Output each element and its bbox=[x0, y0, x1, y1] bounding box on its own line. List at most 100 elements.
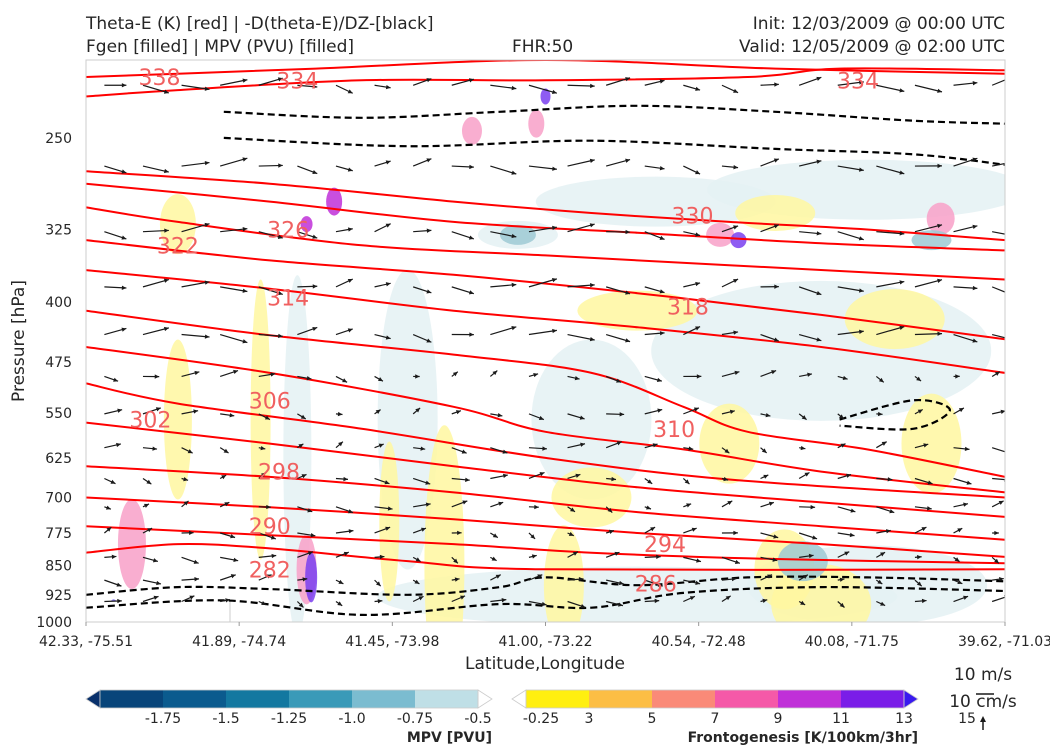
wind-vector-head bbox=[734, 559, 740, 564]
wind-vector-head bbox=[530, 534, 536, 539]
wind-vector-head bbox=[972, 285, 978, 291]
wind-vector bbox=[876, 280, 905, 288]
y-tick-label: 775 bbox=[45, 526, 72, 542]
wind-vector bbox=[567, 84, 595, 87]
wind-vector-head bbox=[121, 327, 127, 332]
wind-vector-head bbox=[183, 477, 189, 482]
wind-vector-head bbox=[994, 530, 999, 536]
wind-vector-head bbox=[143, 503, 149, 508]
y-tick-label: 1000 bbox=[36, 615, 72, 631]
wind-vector-head bbox=[426, 228, 432, 233]
wind-vector-head bbox=[885, 529, 891, 534]
wind-vector-head bbox=[347, 328, 353, 333]
colorbar-segment bbox=[289, 690, 353, 708]
wind-vectors bbox=[103, 76, 1012, 609]
colorbar-title: Frontogenesis [K/100km/3hr] bbox=[688, 730, 918, 746]
wind-vector-head bbox=[899, 325, 905, 330]
wind-vector-head bbox=[625, 229, 631, 235]
colorbar-segment bbox=[652, 690, 716, 708]
colorbar-tick-label: 11 bbox=[832, 711, 850, 727]
wind-vector-head bbox=[106, 527, 112, 532]
wind-vector-head bbox=[611, 476, 617, 482]
wind-vector-head bbox=[270, 372, 276, 377]
wind-vector-head bbox=[492, 370, 498, 376]
wind-vector-head bbox=[625, 158, 631, 163]
wind-vector-head bbox=[469, 164, 474, 170]
wind-vector bbox=[876, 326, 905, 336]
wind-vector bbox=[528, 329, 557, 336]
wind-vector-head bbox=[858, 236, 864, 241]
x-tick-label: 40.08, -71.75 bbox=[805, 634, 899, 650]
wind-vector-head bbox=[348, 509, 354, 514]
wind-vector-head bbox=[618, 602, 623, 607]
colorbar-tick-label: 3 bbox=[585, 711, 594, 727]
wind-vector-head bbox=[491, 556, 497, 561]
wind-vector-head bbox=[810, 504, 816, 510]
wind-vector-head bbox=[958, 407, 964, 413]
wind-vector-head bbox=[204, 86, 210, 91]
wind-vector-head bbox=[312, 284, 318, 289]
shaded-region bbox=[730, 232, 747, 249]
wind-vector-head bbox=[163, 326, 169, 332]
wind-vector-head bbox=[696, 558, 701, 563]
shaded-region bbox=[577, 290, 698, 331]
ref-vertical-arrowhead bbox=[980, 716, 986, 722]
y-tick-label: 700 bbox=[45, 490, 72, 506]
wind-vector-head bbox=[385, 160, 391, 165]
wind-vector-head bbox=[385, 84, 391, 90]
wind-vector-head bbox=[858, 167, 864, 172]
dthetae-dz-contour bbox=[86, 585, 1005, 617]
wind-vector-head bbox=[539, 472, 545, 477]
wind-vector-head bbox=[580, 442, 586, 447]
wind-vector-head bbox=[1007, 161, 1012, 165]
wind-vector-head bbox=[812, 535, 818, 540]
shaded-region bbox=[163, 339, 192, 500]
colorbar-segment bbox=[163, 690, 227, 708]
wind-vector-head bbox=[379, 554, 385, 560]
wind-vector bbox=[914, 224, 943, 233]
wind-vector-head bbox=[954, 557, 960, 562]
wind-vector-head bbox=[695, 281, 701, 287]
wind-vector-head bbox=[998, 500, 1004, 505]
colorbars: -1.75 -1.5 -1.25 -1.0 -0.75 -0.5 -0.25 MPV [PVU… bbox=[85, 689, 976, 746]
theta-e-label: 338 bbox=[139, 66, 181, 91]
wind-vector-head bbox=[994, 558, 999, 564]
shaded-region bbox=[326, 187, 343, 216]
wind-vector-head bbox=[338, 441, 343, 447]
wind-vector bbox=[991, 447, 1005, 453]
wind-vector-head bbox=[385, 282, 391, 287]
wind-vector bbox=[490, 326, 517, 336]
wind-vector-head bbox=[774, 284, 779, 289]
wind-vector-head bbox=[1007, 291, 1012, 295]
x-tick-label: 42.33, -75.51 bbox=[39, 634, 133, 650]
wind-vector-head bbox=[121, 235, 127, 240]
wind-vector-head bbox=[420, 446, 426, 451]
wind-vector bbox=[181, 84, 210, 90]
wind-vector-head bbox=[278, 163, 283, 168]
wind-vector-head bbox=[426, 158, 432, 163]
wind-vector-head bbox=[955, 374, 960, 379]
theta-e-contour-282 bbox=[86, 542, 1005, 571]
colorbar-segment bbox=[526, 690, 590, 708]
wind-vector-head bbox=[312, 234, 318, 239]
wind-vector-head bbox=[695, 86, 701, 91]
wind-vector-head bbox=[1007, 336, 1012, 340]
wind-vector-head bbox=[839, 602, 845, 608]
wind-vector-head bbox=[580, 603, 586, 609]
wind-vector-head bbox=[765, 412, 771, 418]
wind-vector-head bbox=[724, 448, 730, 454]
wind-vector-head bbox=[921, 527, 927, 532]
terrain-mask bbox=[86, 600, 230, 622]
wind-vector-head bbox=[414, 579, 420, 584]
wind-vector-head bbox=[242, 157, 248, 162]
wind-vector-head bbox=[342, 378, 348, 383]
wind-vector-head bbox=[731, 576, 737, 582]
wind-vector-head bbox=[224, 502, 230, 507]
wind-vector-head bbox=[204, 160, 210, 166]
reference-vector: 10 m/s 10 cm/s bbox=[949, 665, 1017, 730]
wind-vector-head bbox=[468, 290, 474, 295]
wind-vector-head bbox=[121, 285, 127, 290]
wind-vector-head bbox=[552, 225, 557, 231]
wind-vector-head bbox=[923, 443, 929, 448]
theta-e-label: 294 bbox=[644, 533, 686, 558]
